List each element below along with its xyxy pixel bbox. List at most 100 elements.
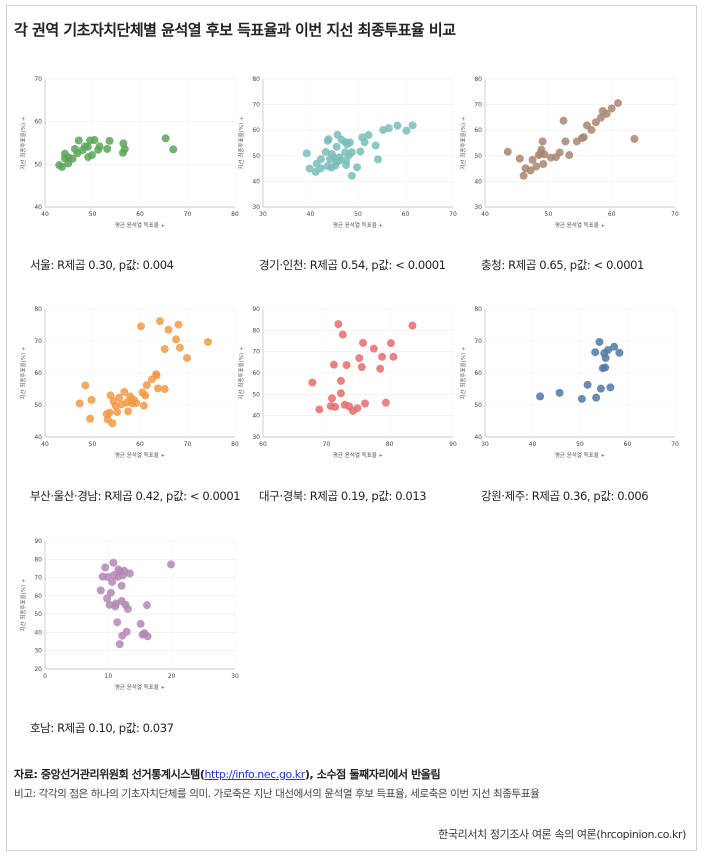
- y-tick-label: 70: [252, 349, 260, 356]
- scatter-point: [536, 392, 545, 401]
- y-tick-label: 40: [34, 434, 42, 441]
- scatter-point: [136, 619, 145, 628]
- scatter-point: [160, 385, 169, 393]
- scatter-point: [360, 138, 369, 147]
- scatter-point: [393, 121, 402, 130]
- scatter-point: [328, 394, 337, 403]
- y-tick-label: 20: [34, 666, 42, 673]
- scatter-point: [408, 121, 417, 130]
- scatter-point: [113, 618, 122, 627]
- x-tick-label: 50: [545, 211, 553, 218]
- x-axis-label: 평균 윤석열 득표율 +: [115, 221, 166, 229]
- x-tick-label: 70: [449, 211, 457, 218]
- scatter-panel-busan-ulsan-gyeongnam: 40 50 60 70 80 40 50 60 70 80 평균 윤석열 득표율 + 지선 최종투표율…: [19, 305, 240, 465]
- scatter-point: [172, 335, 181, 344]
- chart-frame: [6, 5, 697, 851]
- x-tick-label: 60: [259, 441, 267, 448]
- caption-seoul: 서울: R제곱 0.30, p값: 0.004: [30, 258, 174, 272]
- x-tick-label: 30: [481, 441, 489, 448]
- x-tick-label: 30: [259, 211, 267, 218]
- scatter-point: [336, 376, 345, 385]
- scatter-point: [161, 134, 170, 143]
- x-tick-label: 60: [136, 211, 144, 218]
- y-axis-label: 지선 최종투표율(%) +: [19, 116, 27, 169]
- scatter-point: [142, 381, 151, 390]
- scatter-point: [83, 142, 92, 151]
- x-tick-label: 50: [89, 441, 97, 448]
- y-tick-label: 30: [34, 648, 42, 655]
- scatter-point: [591, 118, 600, 127]
- scatter-point: [331, 402, 340, 411]
- y-tick-label: 50: [34, 402, 42, 409]
- x-tick-label: 80: [231, 211, 239, 218]
- scatter-point: [164, 325, 173, 334]
- caption-honam: 호남: R제곱 0.10, p값: 0.037: [30, 721, 174, 735]
- scatter-point: [528, 155, 537, 164]
- scatter-point: [141, 391, 150, 400]
- scatter-point: [355, 354, 364, 363]
- source-link[interactable]: http://info.nec.go.kr: [204, 768, 305, 781]
- scatter-point: [601, 363, 610, 372]
- caption-daegu-gyeongbuk: 대구·경북: R제곱 0.19, p값: 0.013: [259, 489, 427, 503]
- scatter-point: [369, 344, 378, 353]
- scatter-plot: 30 40 50 60 70 80 30 40 50 60 70 평균 윤석열 득표율 + 지선 최종투…: [237, 76, 457, 229]
- y-tick-label: 40: [252, 413, 260, 420]
- y-tick-label: 90: [252, 306, 260, 313]
- scatter-point: [596, 113, 605, 122]
- scatter-point: [105, 136, 114, 145]
- x-tick-label: 90: [449, 441, 457, 448]
- scatter-point: [381, 398, 390, 407]
- scatter-point: [595, 337, 604, 346]
- scatter-point: [203, 337, 212, 346]
- scatter-point: [591, 348, 600, 357]
- y-tick-label: 40: [252, 178, 260, 185]
- y-tick-label: 80: [252, 76, 260, 83]
- scatter-point: [334, 320, 343, 329]
- scatter-point: [125, 569, 134, 578]
- x-tick-label: 70: [671, 211, 679, 218]
- scatter-point: [519, 171, 528, 180]
- scatter-point: [347, 148, 356, 157]
- x-tick-label: 40: [41, 211, 49, 218]
- scatter-plot: 30 40 50 60 70 80 90 60 70 80 90 평균 윤석열 득표율 + 지선 최종투…: [237, 306, 457, 459]
- scatter-point: [316, 155, 325, 164]
- scatter-point: [86, 414, 95, 423]
- scatter-point: [108, 577, 117, 586]
- caption-gyeonggi-incheon: 경기·인천: R제곱 0.54, p값: < 0.0001: [259, 258, 446, 272]
- scatter-point: [587, 125, 596, 134]
- x-axis-label: 평균 윤석열 득표율 +: [115, 683, 166, 691]
- scatter-point: [364, 131, 373, 140]
- scatter-point: [356, 147, 365, 156]
- scatter-point: [526, 166, 535, 175]
- scatter-point: [90, 136, 99, 145]
- y-axis-label: 지선 최종투표율(%) +: [19, 578, 27, 631]
- scatter-point: [503, 147, 512, 156]
- y-tick-label: 60: [252, 370, 260, 377]
- scatter-point: [169, 145, 178, 154]
- scatter-point: [115, 640, 124, 649]
- y-tick-label: 70: [252, 102, 260, 109]
- y-tick-label: 90: [34, 538, 42, 545]
- scatter-point: [565, 151, 574, 160]
- scatter-point: [555, 388, 564, 397]
- scatter-point: [143, 632, 152, 641]
- scatter-point: [305, 164, 314, 173]
- y-axis-label: 지선 최종투표율(%) +: [459, 346, 467, 399]
- scatter-point: [515, 154, 524, 163]
- scatter-point: [360, 399, 369, 408]
- y-tick-label: 50: [34, 611, 42, 618]
- y-tick-label: 40: [474, 178, 482, 185]
- scatter-plot: 20 30 40 50 60 70 80 90 0 10 20 30 평균 윤석열 득표율 + 지선 최종…: [19, 538, 239, 691]
- x-tick-label: 30: [231, 673, 239, 680]
- scatter-point: [353, 404, 362, 413]
- caption-chungcheong: 충청: R제곱 0.65, p값: < 0.0001: [481, 258, 644, 272]
- scatter-panel-chungcheong: 30 40 50 60 70 80 40 50 60 70 평균 윤석열 득표율 + 지선 최종투표율…: [459, 75, 680, 235]
- scatter-point: [115, 393, 124, 402]
- scatter-point: [113, 408, 122, 417]
- x-tick-label: 40: [41, 441, 49, 448]
- scatter-point: [359, 338, 368, 347]
- scatter-point: [602, 109, 611, 118]
- x-tick-label: 20: [168, 673, 176, 680]
- scatter-point: [610, 342, 619, 351]
